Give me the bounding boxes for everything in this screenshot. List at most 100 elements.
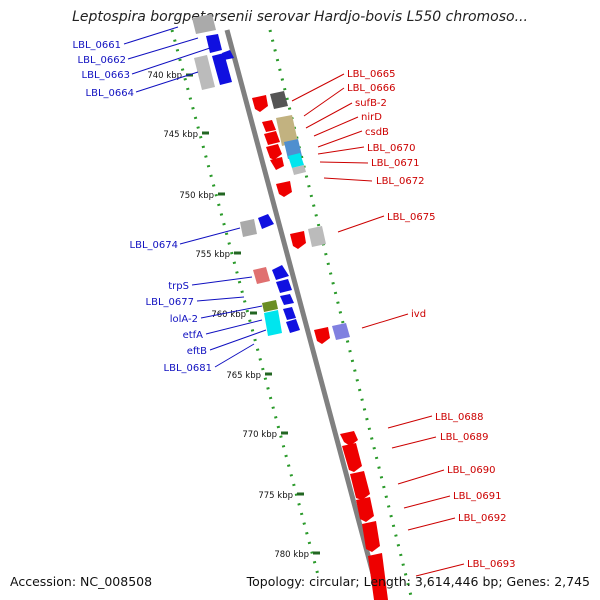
gene-feature <box>283 307 296 320</box>
gene-feature <box>212 53 232 85</box>
gene-feature <box>258 214 274 229</box>
gene-feature <box>368 553 388 600</box>
gene-label[interactable]: LBL_0663 <box>82 70 130 81</box>
leader-line <box>391 436 437 449</box>
gene-feature <box>362 521 380 552</box>
gene-feature <box>264 310 282 336</box>
gene-label[interactable]: LBL_0677 <box>146 297 194 308</box>
gene-label[interactable]: LBL_0674 <box>130 240 178 251</box>
gene-label[interactable]: csdB <box>365 127 389 138</box>
gene-label[interactable]: LBL_0664 <box>86 88 134 99</box>
leader-line <box>127 37 199 60</box>
gene-feature <box>276 115 298 146</box>
left-leaders <box>123 26 267 368</box>
leader-line <box>205 319 263 335</box>
gene-feature <box>194 55 215 90</box>
gene-feature <box>206 34 222 53</box>
tick-label: 760 kbp <box>211 310 246 320</box>
gene-label[interactable]: etfA <box>183 330 204 341</box>
gene-feature <box>356 497 374 522</box>
gene-label[interactable]: LBL_0672 <box>376 176 424 187</box>
gene-feature <box>286 319 300 333</box>
gene-feature <box>350 471 370 500</box>
leader-line <box>323 177 373 182</box>
accession-text: Accession: NC_008508 <box>10 574 153 589</box>
gene-feature <box>276 279 292 293</box>
gene-feature <box>340 431 358 446</box>
leader-line <box>387 415 433 429</box>
gene-feature <box>266 144 282 160</box>
gene-label[interactable]: LBL_0665 <box>347 69 395 80</box>
leader-line <box>361 313 409 329</box>
leader-line <box>313 116 359 137</box>
gene-feature <box>290 231 306 249</box>
map-title: Leptospira borgpetersenii serovar Hardjo… <box>72 9 528 25</box>
gene-feature <box>192 14 216 34</box>
leader-line <box>196 296 245 302</box>
gene-feature <box>252 95 268 112</box>
gene-label[interactable]: eftB <box>187 346 207 357</box>
gene-label[interactable]: LBL_0671 <box>371 158 419 169</box>
leader-line <box>397 469 445 485</box>
leader-line <box>415 563 465 577</box>
tick-label: 745 kbp <box>163 130 198 140</box>
leader-line <box>317 130 363 148</box>
gene-label[interactable]: LBL_0692 <box>458 513 506 524</box>
gene-feature <box>292 165 306 175</box>
leader-line <box>303 87 345 117</box>
gene-label[interactable]: LBL_0661 <box>73 40 121 51</box>
leader-line <box>191 276 253 286</box>
gene-feature <box>222 50 234 60</box>
leader-line <box>305 102 353 129</box>
gene-feature <box>314 327 330 344</box>
topology-text: Topology: circular; Length: 3,614,446 bp… <box>246 574 590 589</box>
reverse-genes <box>252 91 388 600</box>
gene-feature <box>262 300 278 312</box>
gene-label[interactable]: LBL_0690 <box>447 465 495 476</box>
gene-feature <box>253 267 270 284</box>
gene-label[interactable]: lolA-2 <box>170 314 198 325</box>
gene-label[interactable]: LBL_0666 <box>347 83 395 94</box>
tick-label: 755 kbp <box>195 250 230 260</box>
gene-label[interactable]: ivd <box>411 309 426 320</box>
tick-label: 750 kbp <box>179 191 214 201</box>
gene-feature <box>276 181 292 197</box>
gene-label[interactable]: sufB-2 <box>355 98 387 109</box>
leader-line <box>319 161 369 164</box>
gene-feature <box>270 157 284 170</box>
gene-label[interactable]: nirD <box>361 112 382 123</box>
tick-label: 740 kbp <box>147 71 182 81</box>
leader-line <box>135 71 199 93</box>
gene-label[interactable]: LBL_0670 <box>367 143 415 154</box>
leader-line <box>407 517 456 531</box>
tick-label: 780 kbp <box>274 550 309 560</box>
leader-line <box>131 47 211 75</box>
leader-line <box>123 26 179 45</box>
gene-feature <box>332 323 350 340</box>
right-leaders <box>291 73 465 577</box>
gene-label[interactable]: trpS <box>168 281 189 292</box>
gene-feature <box>270 91 288 109</box>
gene-label[interactable]: LBL_0662 <box>78 55 126 66</box>
gene-feature <box>264 131 280 145</box>
gene-feature <box>280 294 294 305</box>
gene-label[interactable]: LBL_0691 <box>453 491 501 502</box>
leader-line <box>200 305 263 319</box>
gene-label[interactable]: LBL_0681 <box>164 363 212 374</box>
gene-label[interactable]: LBL_0688 <box>435 412 483 423</box>
leader-line <box>209 329 267 351</box>
tick-label: 775 kbp <box>258 491 293 501</box>
gene-feature <box>262 120 276 132</box>
gene-feature <box>342 443 362 472</box>
gene-feature <box>272 265 289 280</box>
gene-label[interactable]: LBL_0689 <box>440 432 488 443</box>
gene-feature <box>240 219 257 237</box>
leader-line <box>214 343 255 368</box>
gene-label[interactable]: LBL_0675 <box>387 212 435 223</box>
gene-feature <box>288 153 304 168</box>
tick-label: 765 kbp <box>226 371 261 381</box>
gene-feature <box>308 226 326 247</box>
gene-label[interactable]: LBL_0693 <box>467 559 515 570</box>
leader-line <box>317 146 365 155</box>
